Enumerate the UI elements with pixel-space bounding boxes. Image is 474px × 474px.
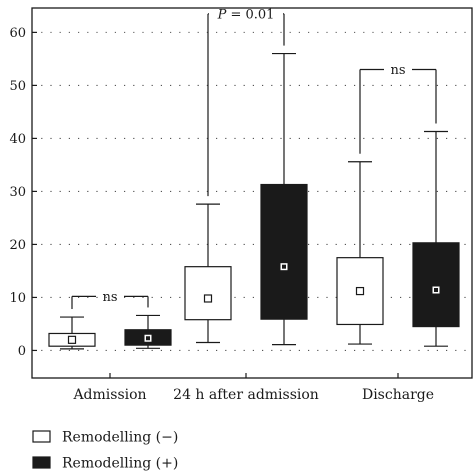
y-tick-label: 0	[18, 344, 26, 359]
legend-swatch-remodelling-neg	[32, 430, 51, 443]
x-category-label: Admission	[72, 387, 146, 403]
box-remodelling-pos-1	[260, 52, 308, 346]
y-axis: 0 10 20 30 40 50 60	[9, 26, 37, 359]
significance-annotations: ns P = 0.01 ns	[71, 7, 437, 310]
box-body	[184, 266, 232, 321]
significance-bracket-1: P = 0.01	[207, 7, 285, 197]
significance-bracket-0: ns	[71, 290, 149, 310]
y-tick-label: 40	[9, 132, 26, 147]
grid-lines	[32, 31, 472, 351]
plot-frame	[31, 7, 473, 379]
legend: Remodelling (−) Remodelling (+)	[32, 430, 178, 472]
p-value-text: = 0.01	[226, 7, 274, 22]
y-tick-label: 50	[9, 79, 26, 94]
p-value-symbol: P	[217, 7, 227, 22]
box-remodelling-neg-2	[336, 161, 384, 345]
boxes	[48, 52, 460, 350]
box-remodelling-neg-0	[48, 316, 96, 350]
median-marker-center	[282, 264, 286, 269]
x-category-label: Discharge	[362, 387, 434, 403]
y-tick-label: 30	[9, 185, 26, 200]
box-remodelling-pos-2	[412, 130, 460, 347]
median-marker-center	[146, 336, 150, 341]
x-category-label: 24 h after admission	[173, 387, 319, 403]
box-body	[412, 242, 460, 328]
x-axis: Admission 24 h after admission Discharge	[72, 373, 434, 403]
significance-label: ns	[102, 290, 117, 305]
y-tick-label: 10	[9, 291, 26, 306]
y-tick-label: 60	[9, 26, 26, 41]
box-remodelling-neg-1	[184, 203, 232, 344]
median-marker	[67, 335, 77, 344]
box-body	[260, 183, 308, 320]
significance-bracket-2: ns	[359, 63, 437, 154]
legend-label: Remodelling (+)	[62, 456, 178, 472]
significance-label: P = 0.01	[217, 7, 275, 22]
y-tick-label: 20	[9, 238, 26, 253]
significance-label: ns	[390, 63, 405, 78]
median-marker-center	[434, 288, 438, 293]
median-marker	[355, 286, 365, 296]
box-remodelling-pos-0	[124, 314, 172, 349]
legend-swatch-remodelling-pos	[32, 456, 51, 469]
legend-label: Remodelling (−)	[62, 430, 178, 446]
median-marker	[203, 294, 213, 303]
